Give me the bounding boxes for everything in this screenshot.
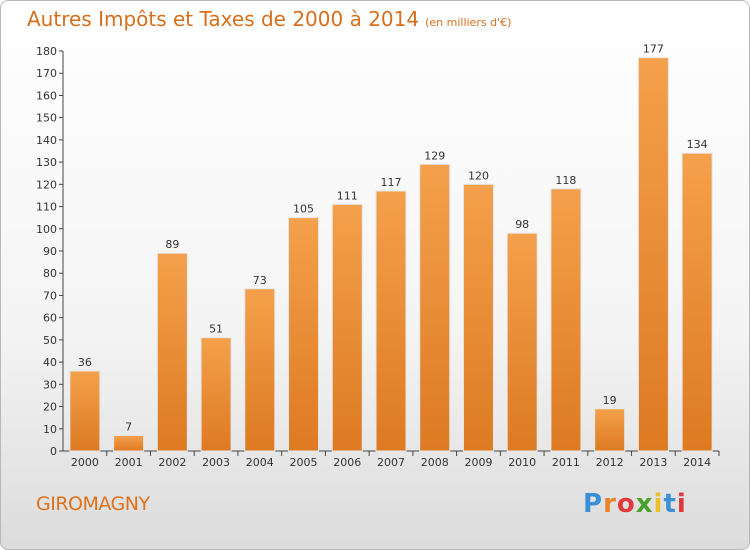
- x-tick-label: 2004: [246, 456, 274, 469]
- commune-name: GIROMAGNY: [36, 493, 150, 515]
- bar: [244, 288, 276, 452]
- x-tick-label: 2003: [202, 456, 230, 469]
- bar: [200, 337, 232, 452]
- y-tick-label: 150: [36, 112, 57, 125]
- bar-value-label: 7: [125, 420, 132, 433]
- x-tick-label: 2013: [639, 456, 667, 469]
- y-tick-label: 160: [36, 89, 57, 102]
- bar: [113, 434, 145, 452]
- logo-letter: P: [583, 489, 604, 519]
- bar: [462, 183, 494, 452]
- x-tick-label: 2014: [683, 456, 711, 469]
- x-tick-label: 2012: [596, 456, 624, 469]
- y-tick-label: 30: [43, 378, 57, 391]
- bar-value-label: 89: [165, 238, 179, 251]
- bar-value-label: 129: [424, 149, 445, 162]
- x-tick-label: 2008: [421, 456, 449, 469]
- bar: [681, 152, 713, 452]
- x-tick-label: 2011: [552, 456, 580, 469]
- bar-value-label: 36: [78, 356, 92, 369]
- bar-value-label: 120: [468, 169, 489, 182]
- x-tick-label: 2009: [464, 456, 492, 469]
- y-tick-label: 50: [43, 334, 57, 347]
- bar: [288, 217, 320, 452]
- x-tick-label: 2000: [71, 456, 99, 469]
- logo-letter: i: [676, 489, 687, 519]
- bar-value-label: 51: [209, 323, 223, 336]
- y-tick-label: 20: [43, 401, 57, 414]
- bar-value-label: 118: [555, 174, 576, 187]
- bar: [156, 252, 188, 452]
- bar: [506, 232, 538, 452]
- y-tick-label: 80: [43, 267, 57, 280]
- bar-value-label: 111: [337, 189, 358, 202]
- logo-letter: o: [616, 489, 636, 519]
- y-tick-label: 140: [36, 134, 57, 147]
- x-tick-label: 2005: [290, 456, 318, 469]
- bar: [594, 408, 626, 452]
- bar-value-label: 73: [253, 274, 267, 287]
- bar: [419, 163, 451, 452]
- bar-value-label: 98: [515, 218, 529, 231]
- y-tick-label: 120: [36, 178, 57, 191]
- bar: [69, 370, 101, 452]
- y-tick-label: 130: [36, 156, 57, 169]
- logo-letter: t: [663, 489, 677, 519]
- y-tick-label: 100: [36, 223, 57, 236]
- y-tick-label: 180: [36, 45, 57, 58]
- bar-value-label: 177: [643, 43, 664, 56]
- y-tick-label: 0: [50, 445, 57, 458]
- x-tick-label: 2010: [508, 456, 536, 469]
- chart-title-main: Autres Impôts et Taxes de 2000 à 2014: [27, 7, 420, 31]
- bar-value-label: 19: [603, 394, 617, 407]
- bar-value-label: 105: [293, 203, 314, 216]
- y-tick-label: 60: [43, 312, 57, 325]
- logo-letter: r: [603, 489, 617, 519]
- logo-letter: i: [653, 489, 664, 519]
- bar: [331, 203, 363, 452]
- x-tick-label: 2007: [377, 456, 405, 469]
- y-tick-label: 10: [43, 423, 57, 436]
- bar: [375, 190, 407, 452]
- proxiti-logo: Proxiti: [583, 489, 687, 519]
- y-tick-label: 40: [43, 356, 57, 369]
- chart-title: Autres Impôts et Taxes de 2000 à 2014 (en…: [27, 7, 511, 31]
- logo-letter: x: [635, 489, 654, 519]
- y-tick-label: 110: [36, 201, 57, 214]
- y-tick-label: 70: [43, 289, 57, 302]
- x-tick-label: 2001: [115, 456, 143, 469]
- y-tick-label: 90: [43, 245, 57, 258]
- x-tick-label: 2006: [333, 456, 361, 469]
- bar-value-label: 117: [381, 176, 402, 189]
- chart-title-unit: (en milliers d'€): [425, 16, 512, 29]
- bar: [637, 57, 669, 452]
- y-tick-label: 170: [36, 67, 57, 80]
- x-tick-label: 2002: [158, 456, 186, 469]
- bar: [550, 188, 582, 452]
- bar-value-label: 134: [687, 138, 708, 151]
